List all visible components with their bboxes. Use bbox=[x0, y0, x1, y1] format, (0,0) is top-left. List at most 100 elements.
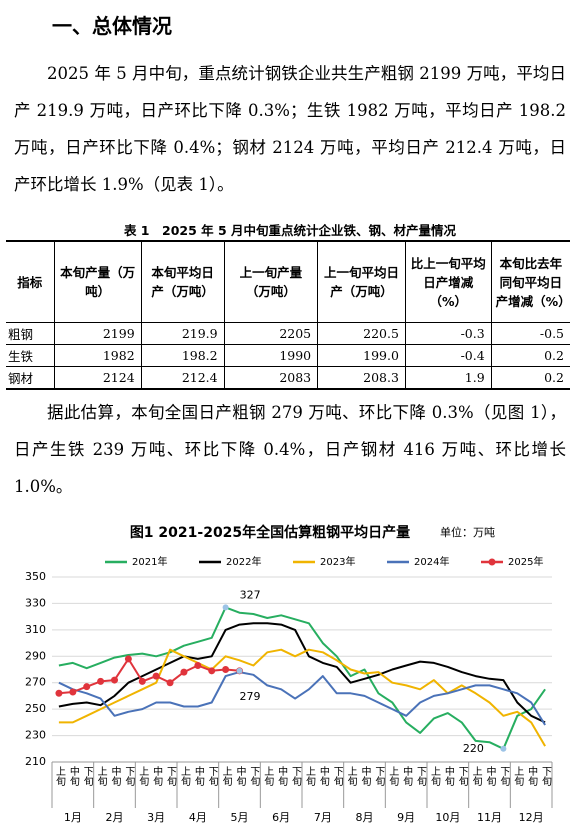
table-header-cell: 本旬平均日产（万吨） bbox=[140, 240, 225, 323]
x-tick-label: 中旬 bbox=[401, 765, 413, 787]
data-point bbox=[194, 662, 202, 670]
highlight-point bbox=[236, 667, 243, 674]
y-tick-label: 330 bbox=[25, 596, 46, 609]
x-tick-label: 下旬 bbox=[290, 766, 302, 787]
x-tick-label: 下旬 bbox=[206, 766, 218, 787]
series-line bbox=[58, 648, 546, 747]
table-cell: 粗钢 bbox=[6, 322, 55, 345]
table-cell: 2124 bbox=[53, 366, 142, 390]
table-cell: 0.2 bbox=[490, 344, 570, 367]
series-line bbox=[58, 671, 546, 726]
x-tick-label: 下旬 bbox=[123, 766, 135, 787]
x-tick-label: 中旬 bbox=[234, 765, 246, 787]
table-cell: 生铁 bbox=[6, 344, 55, 367]
data-point bbox=[138, 677, 146, 685]
month-label: 7月 bbox=[314, 811, 332, 824]
table-header-cell: 指标 bbox=[6, 240, 55, 323]
month-label: 3月 bbox=[147, 811, 165, 824]
table-cell: -0.4 bbox=[404, 344, 492, 367]
y-tick-label: 350 bbox=[25, 570, 46, 583]
data-point bbox=[124, 655, 132, 663]
x-tick-label: 上旬 bbox=[428, 766, 440, 787]
table-caption: 表 1 2025 年 5 月中旬重点统计企业铁、钢、材产量情况 bbox=[123, 223, 457, 238]
x-tick-label: 中旬 bbox=[276, 765, 288, 787]
month-label: 4月 bbox=[189, 811, 207, 824]
y-tick-label: 270 bbox=[25, 676, 46, 689]
month-label: 6月 bbox=[272, 811, 290, 824]
month-label: 2月 bbox=[106, 811, 124, 824]
data-point bbox=[83, 683, 91, 691]
x-tick-label: 上旬 bbox=[53, 766, 65, 787]
annotation: 327 bbox=[240, 588, 261, 601]
x-tick-label: 上旬 bbox=[137, 766, 149, 787]
x-tick-label: 上旬 bbox=[178, 766, 190, 787]
table-header-cell: 上一旬产量（万吨） bbox=[223, 240, 318, 323]
month-label: 1月 bbox=[64, 811, 82, 824]
table-header-cell: 本旬比去年同旬平均日产增减（%） bbox=[490, 240, 571, 323]
x-tick-label: 中旬 bbox=[109, 765, 121, 787]
table-cell: 2199 bbox=[53, 322, 142, 345]
month-label: 8月 bbox=[356, 811, 374, 824]
table: 指标 本旬产量（万吨） 本旬平均日产（万吨） 上一旬产量（万吨） 上一旬平均日产（万吨）… bbox=[6, 240, 571, 390]
x-tick-label: 下旬 bbox=[456, 766, 468, 787]
x-tick-label: 下旬 bbox=[415, 766, 427, 787]
table-header-cell: 本旬产量（万吨） bbox=[53, 240, 142, 323]
unit-label: 单位：万吨 bbox=[440, 525, 495, 539]
x-tick-label: 下旬 bbox=[331, 766, 343, 787]
legend-marker bbox=[488, 558, 496, 566]
table-cell: 1982 bbox=[53, 344, 142, 367]
table-cell: 220.5 bbox=[317, 322, 406, 345]
x-tick-label: 上旬 bbox=[470, 766, 482, 787]
y-tick-label: 250 bbox=[25, 702, 46, 715]
data-point bbox=[208, 667, 216, 675]
data-point bbox=[69, 688, 77, 696]
table-row: 粗钢 2199 219.9 2205 220.5 -0.3 -0.5 bbox=[6, 322, 570, 345]
x-tick-label: 中旬 bbox=[317, 765, 329, 787]
month-label: 5月 bbox=[231, 811, 249, 824]
x-tick-label: 上旬 bbox=[512, 766, 524, 787]
x-tick-label: 中旬 bbox=[359, 765, 371, 787]
x-tick-label: 中旬 bbox=[526, 765, 538, 787]
chart: 图1 2021-2025年全国估算粗钢平均日产量 单位：万吨 210 230 250… bbox=[25, 524, 553, 824]
table-cell: 208.3 bbox=[317, 366, 406, 390]
table-cell: 0.2 bbox=[490, 366, 570, 390]
x-tick-label: 中旬 bbox=[192, 765, 204, 787]
month-label: 10月 bbox=[435, 811, 460, 824]
data-point bbox=[166, 679, 174, 687]
y-tick-label: 210 bbox=[25, 755, 46, 768]
data-point bbox=[97, 677, 105, 685]
table-cell: 1.9 bbox=[404, 366, 492, 390]
table-cell: -0.5 bbox=[490, 322, 570, 345]
x-tick-label: 上旬 bbox=[387, 766, 399, 787]
x-tick-label: 中旬 bbox=[484, 765, 496, 787]
table-row: 钢材 2124 212.4 2083 208.3 1.9 0.2 bbox=[6, 366, 570, 390]
x-tick-label: 下旬 bbox=[248, 766, 260, 787]
data-point bbox=[180, 668, 188, 676]
x-tick-label: 下旬 bbox=[373, 766, 385, 787]
table-header-cell: 比上一旬平均日产增减（%） bbox=[404, 240, 492, 323]
month-label: 12月 bbox=[519, 811, 544, 824]
table-cell: -0.3 bbox=[404, 322, 492, 345]
data-point bbox=[152, 672, 160, 680]
month-label: 9月 bbox=[397, 811, 415, 824]
x-tick-label: 下旬 bbox=[540, 766, 552, 787]
x-tick-label: 下旬 bbox=[165, 766, 177, 787]
series-line bbox=[58, 622, 546, 724]
month-label: 11月 bbox=[477, 811, 502, 824]
legend-label: 2021年 bbox=[132, 555, 167, 568]
x-tick-label: 上旬 bbox=[220, 766, 232, 787]
data-point bbox=[111, 676, 118, 684]
chart-title: 图1 2021-2025年全国估算粗钢平均日产量 bbox=[130, 524, 410, 541]
x-tick-label: 上旬 bbox=[262, 766, 274, 787]
legend-label: 2023年 bbox=[320, 555, 355, 568]
annotation: 279 bbox=[240, 690, 261, 703]
paragraph: 据此估算，本旬全国日产粗钢 279 万吨、环比下降 0.3%（见图 1），日产生… bbox=[14, 403, 566, 496]
legend-label: 2022年 bbox=[226, 555, 261, 568]
legend-label: 2024年 bbox=[414, 555, 449, 568]
y-tick-label: 310 bbox=[25, 623, 46, 636]
heading: 一、总体情况 bbox=[52, 14, 172, 38]
highlight-point bbox=[222, 604, 229, 611]
annotation: 220 bbox=[463, 742, 484, 755]
x-tick-label: 上旬 bbox=[95, 766, 107, 787]
